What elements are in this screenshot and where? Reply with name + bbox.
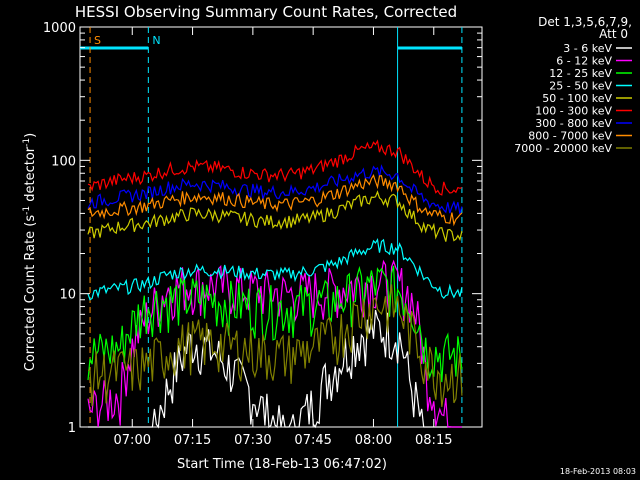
x-tick-label: 08:00: [355, 433, 392, 448]
legend-header-attenuator: Att 0: [599, 27, 628, 41]
series-line-300-800-kev: [87, 164, 463, 215]
y-axis-label: Corrected Count Rate (s-1 detector-1): [22, 133, 38, 371]
legend-label: 3 - 6 keV: [563, 42, 612, 55]
series-line-3-6-kev: [88, 309, 462, 429]
x-tick-label: 07:15: [174, 433, 211, 448]
y-axis-ticks: 1 10 100 1000: [43, 21, 482, 436]
annotation-label-s: S: [94, 34, 101, 47]
legend-label: 25 - 50 keV: [549, 80, 612, 93]
legend-label: 7000 - 20000 keV: [514, 142, 612, 155]
legend-label: 100 - 300 keV: [535, 105, 612, 118]
series-line-7000-20000-kev: [88, 284, 463, 407]
series-lines: [87, 139, 463, 429]
x-tick-label: 07:45: [294, 433, 331, 448]
legend-label: 6 - 12 keV: [556, 55, 612, 68]
series-line-50-100-kev: [87, 190, 463, 242]
legend-label: 12 - 25 keV: [549, 67, 612, 80]
legend-label: 50 - 100 keV: [542, 92, 612, 105]
x-tick-label: 08:15: [415, 433, 452, 448]
y-tick-label: 1: [68, 421, 76, 436]
annotation-label-n: N: [152, 34, 160, 47]
series-line-800-7000-kev: [87, 174, 463, 227]
x-tick-label: 07:30: [234, 433, 271, 448]
chart-title: HESSI Observing Summary Count Rates, Cor…: [75, 3, 457, 21]
y-tick-label: 1000: [43, 21, 76, 36]
series-line-25-50-kev: [87, 238, 463, 301]
x-axis-label: Start Time (18-Feb-13 06:47:02): [177, 457, 387, 472]
x-axis-ticks: 07:00 07:15 07:30 07:45 08:00 08:15: [114, 27, 452, 448]
timestamp: 18-Feb-2013 08:03: [560, 467, 636, 476]
series-line-12-25-kev: [87, 265, 463, 383]
y-tick-label: 10: [59, 288, 76, 303]
series-line-100-300-kev: [87, 139, 463, 196]
y-tick-label: 100: [51, 154, 76, 169]
legend-label: 300 - 800 keV: [535, 117, 612, 130]
legend-header-detectors: Det 1,3,5,6,7,9,: [538, 15, 632, 29]
legend-label: 800 - 7000 keV: [528, 130, 612, 143]
x-tick-label: 07:00: [114, 433, 151, 448]
